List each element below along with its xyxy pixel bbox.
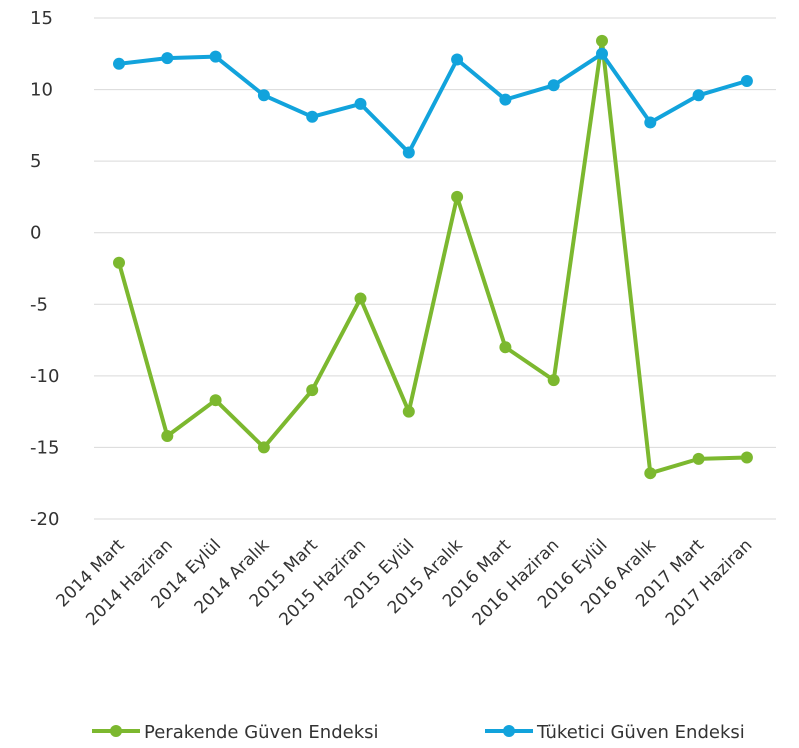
data-point [547, 79, 560, 92]
data-point [257, 441, 270, 454]
y-axis-ticks: 15 10 5 0 -5 -10 -15 -20 [30, 8, 59, 530]
data-point [402, 405, 415, 418]
y-tick-label: -15 [30, 437, 59, 458]
data-point [740, 451, 753, 464]
data-point [499, 341, 512, 354]
x-tick-label: 2017 Haziran [662, 535, 757, 630]
data-point [692, 452, 705, 465]
series-line-0 [117, 38, 747, 476]
y-tick-label: 0 [30, 223, 41, 244]
data-point [644, 116, 657, 129]
data-point [257, 89, 270, 102]
data-point [451, 190, 464, 203]
data-point [644, 467, 657, 480]
y-tick-label: 15 [30, 8, 53, 29]
data-point [740, 74, 753, 87]
data-point [596, 34, 608, 47]
data-point [113, 256, 125, 269]
data-point [354, 292, 367, 305]
legend-marker-perakende [110, 725, 122, 737]
y-tick-label: 10 [30, 80, 53, 101]
data-point [499, 93, 512, 106]
y-tick-label: -10 [30, 366, 59, 387]
data-point [209, 50, 222, 63]
data-point [451, 53, 464, 66]
data-point [306, 384, 319, 397]
y-tick-label: 5 [30, 151, 41, 172]
grid-lines [94, 17, 776, 520]
data-point [402, 146, 415, 159]
data-point [306, 110, 319, 123]
data-point [161, 429, 174, 442]
legend-item-perakende: Perakende Güven Endeksi [92, 722, 379, 743]
data-point [209, 394, 222, 407]
data-point [692, 89, 705, 102]
data-point [547, 374, 560, 387]
series-line-1 [118, 51, 748, 155]
y-tick-label: -20 [30, 509, 59, 530]
y-tick-label: -5 [30, 294, 48, 315]
series-0 [113, 34, 753, 480]
data-point [596, 47, 608, 60]
legend-label-perakende: Perakende Güven Endeksi [144, 722, 379, 743]
legend: Perakende Güven Endeksi Tüketici Güven E… [92, 722, 745, 743]
data-point [113, 57, 125, 70]
series-1 [113, 47, 753, 159]
data-point [354, 97, 367, 110]
series-group [113, 34, 753, 480]
data-point [161, 52, 174, 65]
legend-label-tuketici: Tüketici Güven Endeksi [536, 722, 745, 743]
legend-marker-tuketici [503, 725, 515, 737]
legend-item-tuketici: Tüketici Güven Endeksi [485, 722, 745, 743]
